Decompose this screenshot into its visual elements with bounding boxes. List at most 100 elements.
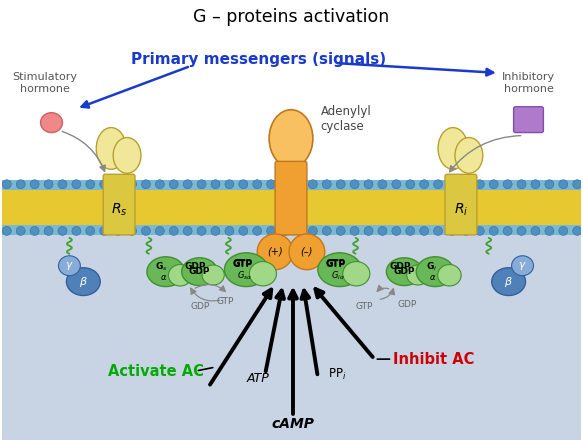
Circle shape <box>225 180 234 189</box>
Circle shape <box>392 180 401 189</box>
Circle shape <box>378 180 387 189</box>
Circle shape <box>2 227 11 235</box>
Ellipse shape <box>182 258 217 286</box>
Text: GDP: GDP <box>398 300 417 310</box>
Text: ATP: ATP <box>247 373 269 385</box>
Ellipse shape <box>224 253 268 287</box>
Circle shape <box>183 180 192 189</box>
Text: GTP: GTP <box>232 259 252 268</box>
Text: $\gamma$: $\gamma$ <box>518 260 527 272</box>
Circle shape <box>225 227 234 235</box>
Ellipse shape <box>257 234 293 270</box>
Circle shape <box>142 227 150 235</box>
Circle shape <box>183 227 192 235</box>
Bar <box>2 235 581 440</box>
Circle shape <box>169 227 178 235</box>
Circle shape <box>475 227 484 235</box>
Circle shape <box>308 180 317 189</box>
Circle shape <box>294 180 303 189</box>
Ellipse shape <box>168 265 192 286</box>
Circle shape <box>253 180 262 189</box>
Circle shape <box>322 180 331 189</box>
Circle shape <box>44 180 53 189</box>
Circle shape <box>308 227 317 235</box>
Circle shape <box>239 180 248 189</box>
Circle shape <box>2 180 11 189</box>
Circle shape <box>573 227 582 235</box>
Circle shape <box>517 180 526 189</box>
FancyBboxPatch shape <box>275 161 307 235</box>
Circle shape <box>58 227 67 235</box>
Ellipse shape <box>113 138 141 173</box>
Circle shape <box>211 180 220 189</box>
Circle shape <box>211 227 220 235</box>
Circle shape <box>197 227 206 235</box>
Circle shape <box>86 180 95 189</box>
Circle shape <box>559 227 568 235</box>
Circle shape <box>448 180 456 189</box>
FancyBboxPatch shape <box>445 174 477 235</box>
Circle shape <box>155 180 164 189</box>
Text: G$_i$: G$_i$ <box>426 261 437 273</box>
Text: G$_{s\alpha}$: G$_{s\alpha}$ <box>237 269 252 282</box>
Circle shape <box>72 227 81 235</box>
Circle shape <box>280 227 290 235</box>
Text: Inhibit AC: Inhibit AC <box>394 351 475 366</box>
Text: GTP: GTP <box>356 303 373 311</box>
Circle shape <box>434 227 442 235</box>
Circle shape <box>266 227 276 235</box>
Text: Primary messengers (signals): Primary messengers (signals) <box>131 52 386 67</box>
Circle shape <box>155 227 164 235</box>
Text: GDP: GDP <box>185 262 206 271</box>
Ellipse shape <box>407 265 429 285</box>
Circle shape <box>489 227 498 235</box>
Text: GTP: GTP <box>326 259 346 268</box>
Circle shape <box>350 227 359 235</box>
Ellipse shape <box>58 256 80 276</box>
FancyBboxPatch shape <box>514 107 543 133</box>
Text: Inhibitory
hormone: Inhibitory hormone <box>502 72 555 93</box>
Circle shape <box>30 227 39 235</box>
Circle shape <box>266 180 276 189</box>
Circle shape <box>517 227 526 235</box>
Circle shape <box>531 227 540 235</box>
Text: $\beta$: $\beta$ <box>504 275 513 288</box>
Text: $\alpha$: $\alpha$ <box>160 273 167 282</box>
Text: $\alpha$: $\alpha$ <box>430 273 437 282</box>
Circle shape <box>100 180 108 189</box>
Text: $\beta$: $\beta$ <box>79 275 87 288</box>
Text: G$_s$: G$_s$ <box>156 261 168 273</box>
Ellipse shape <box>512 256 533 276</box>
Circle shape <box>545 180 554 189</box>
Circle shape <box>253 227 262 235</box>
Circle shape <box>378 227 387 235</box>
Circle shape <box>100 227 108 235</box>
Circle shape <box>294 227 303 235</box>
Circle shape <box>350 180 359 189</box>
Text: (+): (+) <box>267 247 283 257</box>
Text: (–): (–) <box>301 247 313 257</box>
Text: cAMP: cAMP <box>272 417 314 431</box>
Circle shape <box>489 180 498 189</box>
FancyBboxPatch shape <box>103 174 135 235</box>
Text: G – proteins activation: G – proteins activation <box>193 8 389 26</box>
Circle shape <box>239 227 248 235</box>
Circle shape <box>86 227 95 235</box>
Ellipse shape <box>416 257 454 287</box>
Ellipse shape <box>250 262 276 286</box>
Ellipse shape <box>66 268 100 295</box>
Ellipse shape <box>438 265 461 286</box>
Circle shape <box>142 180 150 189</box>
Ellipse shape <box>318 253 361 287</box>
Circle shape <box>197 180 206 189</box>
Circle shape <box>336 180 345 189</box>
Circle shape <box>503 180 512 189</box>
Text: GTP: GTP <box>326 260 346 269</box>
Ellipse shape <box>387 258 422 286</box>
Ellipse shape <box>438 127 468 169</box>
Circle shape <box>128 227 136 235</box>
Circle shape <box>434 180 442 189</box>
Text: R$_i$: R$_i$ <box>454 202 468 218</box>
Ellipse shape <box>41 113 62 133</box>
Ellipse shape <box>343 262 370 286</box>
